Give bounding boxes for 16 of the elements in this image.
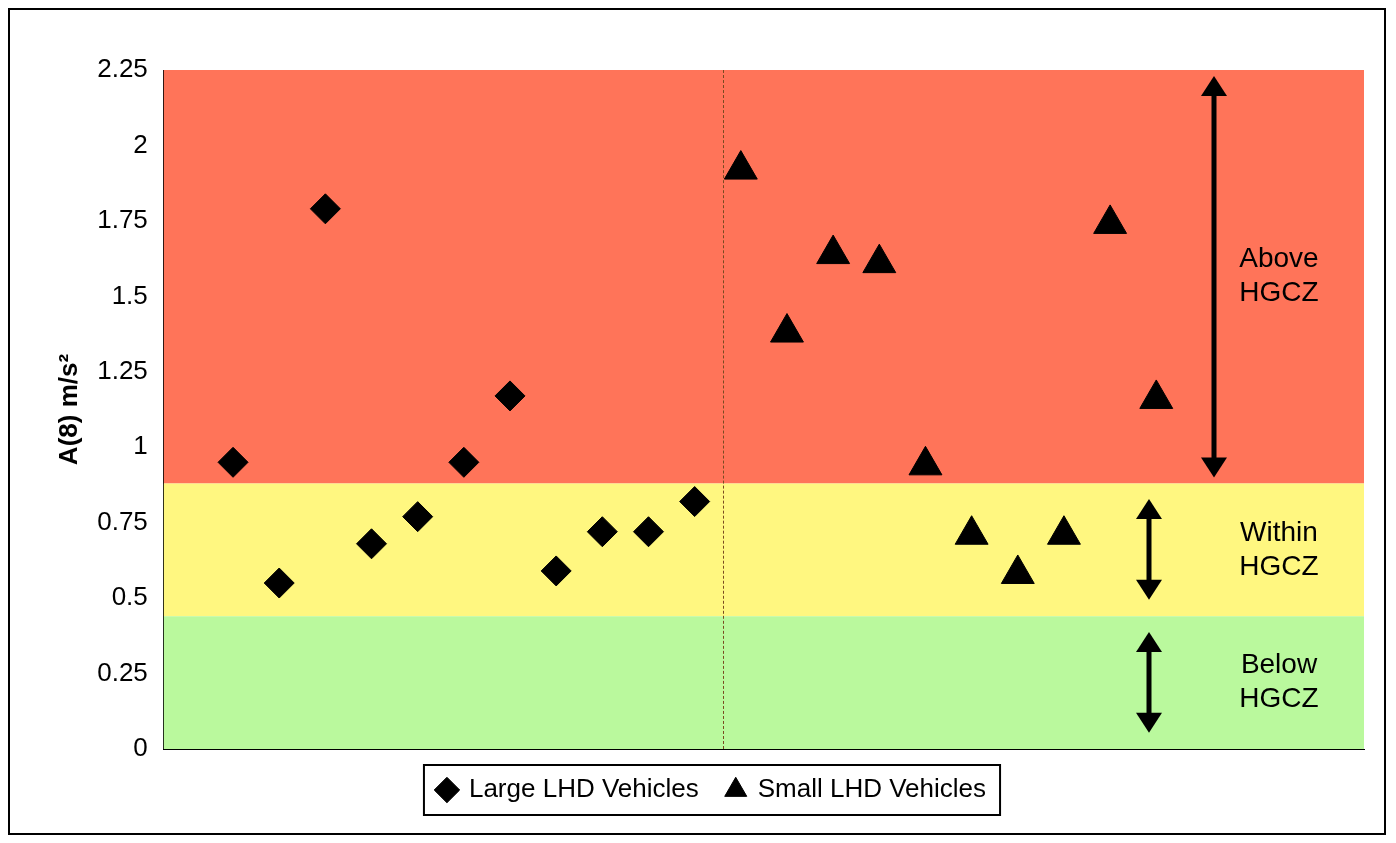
y-tick-label: 0.5: [111, 581, 148, 612]
y-tick-label: 1.75: [97, 204, 148, 235]
y-tick-label: 0.25: [97, 656, 148, 687]
y-tick-label: 1.25: [97, 354, 148, 385]
legend-label: Small LHD Vehicles: [757, 773, 987, 804]
y-tick-label: 0: [133, 732, 148, 763]
y-axis-title: A(8) m/s²: [52, 353, 83, 466]
band-label: Above HGCZ: [1239, 242, 1319, 308]
y-tick-label: 2.25: [97, 53, 148, 84]
band-label: Within HGCZ: [1239, 515, 1319, 581]
y-tick-label: 2: [133, 128, 148, 159]
band-label: Below HGCZ: [1239, 648, 1319, 714]
y-tick-label: 0.75: [97, 505, 148, 536]
legend-label: Large LHD Vehicles: [468, 773, 699, 804]
y-tick-label: 1: [133, 430, 148, 461]
y-tick-label: 1.5: [111, 279, 148, 310]
